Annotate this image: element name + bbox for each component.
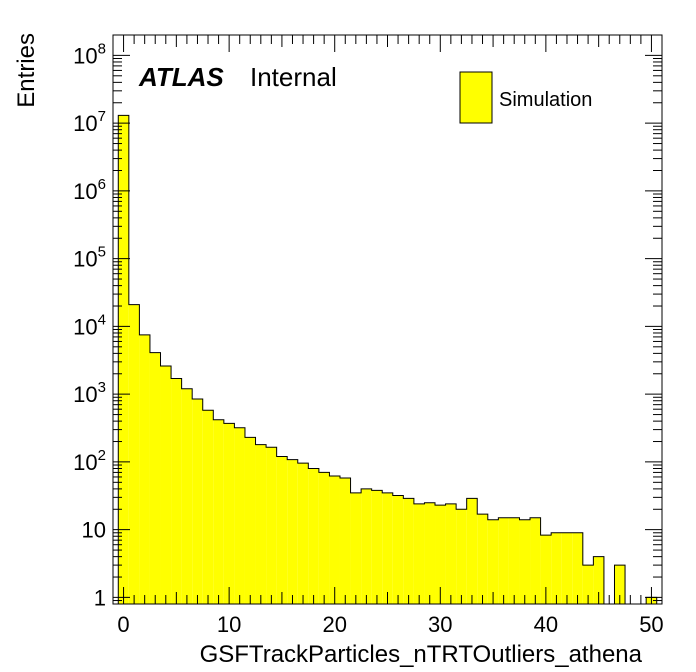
- histogram-bar: [255, 444, 267, 604]
- histogram-bar: [266, 447, 277, 604]
- y-axis-title: Entries: [13, 33, 40, 108]
- histogram-bar: [128, 304, 140, 604]
- x-tick-label: 30: [428, 612, 452, 637]
- histogram-bar: [593, 556, 604, 604]
- histogram-bar: [371, 490, 383, 604]
- histogram-bar: [223, 423, 235, 604]
- histogram-bar: [413, 503, 425, 604]
- histogram-bar: [466, 498, 478, 604]
- histogram-bar: [424, 502, 436, 604]
- histogram-bar: [149, 352, 161, 604]
- histogram-bar: [276, 456, 288, 604]
- histogram-bar: [192, 398, 203, 604]
- histogram-bar: [118, 115, 129, 604]
- histogram-bar: [297, 463, 309, 604]
- x-tick-label: 0: [117, 612, 129, 637]
- atlas-label: ATLAS: [138, 62, 224, 92]
- axis-ticks: [112, 34, 663, 605]
- histogram-bar: [530, 517, 541, 604]
- histogram-bar: [160, 366, 172, 604]
- histogram-bar: [392, 495, 404, 604]
- histogram-bar: [139, 334, 150, 604]
- histogram-bar: [403, 498, 414, 604]
- internal-label: Internal: [250, 62, 337, 92]
- y-tick-label: 104: [73, 311, 106, 339]
- histogram-bar: [540, 535, 552, 604]
- y-tick-label: 102: [73, 447, 106, 475]
- histogram-bar: [572, 532, 583, 604]
- histogram-bar: [234, 427, 245, 604]
- x-tick-label: 10: [217, 612, 241, 637]
- histogram-bar: [435, 505, 446, 604]
- x-tick-label: 20: [322, 612, 346, 637]
- histogram-bar: [614, 565, 626, 604]
- x-tick-label: 40: [534, 612, 558, 637]
- y-tick-label: 10: [82, 518, 106, 543]
- histogram-bar: [445, 503, 457, 604]
- histogram-bars: [117, 114, 658, 605]
- y-tick-label: 107: [73, 108, 106, 136]
- histogram-bar: [551, 532, 562, 604]
- x-tick-label: 50: [639, 612, 663, 637]
- histogram-bar: [318, 472, 330, 604]
- y-tick-label: 1: [94, 585, 106, 610]
- histogram-outline: [117, 114, 658, 605]
- histogram-bar: [487, 519, 499, 604]
- y-tick-label: 108: [73, 40, 106, 68]
- histogram-bar: [329, 475, 340, 604]
- histogram-bar: [213, 419, 224, 604]
- y-tick-label: 106: [73, 176, 106, 204]
- x-tick-labels: 0 10 20 30 40 50: [117, 612, 663, 637]
- histogram-bar: [202, 410, 214, 604]
- histogram-bar: [361, 488, 372, 604]
- histogram-bar: [244, 437, 256, 604]
- histogram-bar: [498, 517, 509, 604]
- x-axis-title: GSFTrackParticles_nTRTOutliers_athena: [200, 641, 643, 668]
- histogram-bar: [339, 477, 351, 604]
- histogram-bar: [382, 492, 393, 604]
- histogram-bar: [508, 517, 520, 604]
- histogram-bar: [582, 565, 594, 604]
- histogram-bar: [477, 514, 488, 604]
- histogram-bar: [308, 468, 319, 604]
- histogram-bar: [171, 378, 182, 604]
- legend-swatch: [459, 71, 493, 124]
- y-tick-label: 103: [73, 379, 106, 407]
- histogram-bar: [519, 519, 531, 604]
- histogram-bar: [350, 492, 362, 604]
- histogram-bar: [287, 459, 298, 604]
- legend: Simulation: [459, 71, 592, 124]
- y-tick-label: 105: [73, 244, 106, 272]
- histogram-bar: [456, 509, 467, 604]
- y-tick-labels: 1 10 102 103 104 105 106 107 108: [73, 40, 106, 610]
- histogram-bar: [561, 532, 573, 604]
- legend-label: Simulation: [499, 89, 592, 111]
- histogram-bar: [181, 388, 193, 604]
